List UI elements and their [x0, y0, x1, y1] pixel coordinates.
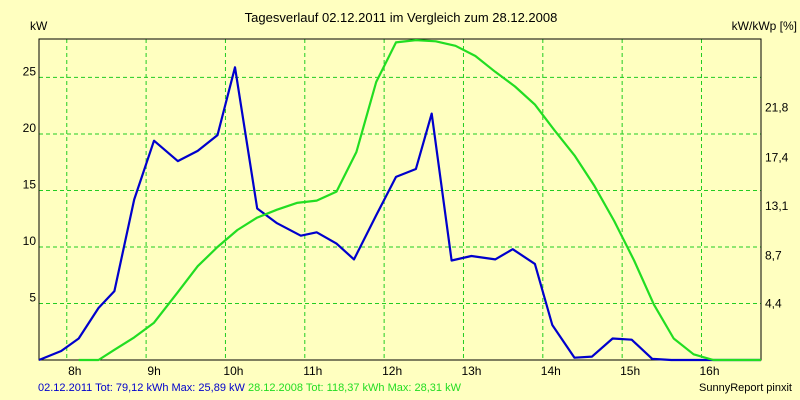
chart-title: Tagesverlauf 02.12.2011 im Vergleich zum… — [245, 10, 558, 25]
y-tick-label-right: 4,4 — [765, 297, 782, 311]
x-tick-label: 16h — [699, 364, 719, 378]
legend-series-1: 02.12.2011 Tot: 79,12 kWh Max: 25,89 kW — [38, 382, 245, 394]
series-lines — [38, 38, 761, 362]
x-tick-label: 14h — [541, 364, 561, 378]
y-tick-label-right: 21,8 — [765, 101, 789, 115]
axes — [38, 38, 762, 361]
y-tick-label-left: 25 — [23, 64, 37, 78]
footer-legend: 02.12.2011 Tot: 79,12 kWh Max: 25,89 kW … — [38, 382, 461, 394]
y-axis-label-left: kW — [30, 19, 48, 33]
y-tick-label-left: 10 — [23, 234, 37, 248]
y-axis-label-right: kW/kWp [%] — [732, 19, 797, 33]
footer-credit: SunnyReport pinxit — [699, 382, 792, 394]
x-tick-label: 15h — [620, 364, 640, 378]
x-tick-label: 8h — [68, 364, 81, 378]
series-line-1 — [38, 66, 761, 362]
tick-labels: 8h 9h 10h 11h 12h 13h 14h 15h 16h 5 10 15 20 25 4,4 8,7… — [23, 64, 789, 378]
plot-frame — [38, 38, 762, 361]
y-tick-label-right: 17,4 — [765, 150, 789, 164]
legend-series-2: 28.12.2008 Tot: 118,37 kWh Max: 28,31 kW — [247, 382, 461, 394]
y-tick-label-left: 5 — [29, 290, 36, 304]
x-tick-label: 13h — [461, 364, 481, 378]
x-tick-label: 12h — [382, 364, 402, 378]
y-tick-label-right: 8,7 — [765, 249, 782, 263]
grid-lines — [39, 39, 761, 360]
x-tick-label: 9h — [147, 364, 160, 378]
series-line-2 — [78, 38, 761, 362]
x-tick-label: 11h — [303, 364, 322, 378]
y-tick-label-left: 15 — [23, 177, 37, 191]
y-tick-label-right: 13,1 — [765, 199, 789, 213]
x-tick-label: 10h — [223, 364, 243, 378]
y-tick-label-left: 20 — [23, 121, 37, 135]
